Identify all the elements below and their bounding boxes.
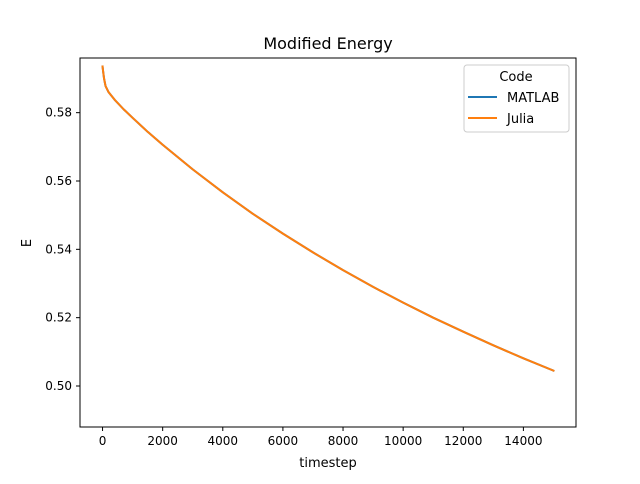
axes-frame (79, 57, 577, 428)
legend-label-julia: Julia (506, 112, 534, 127)
y-tick-label: 0.56 (45, 174, 72, 188)
y-axis-label: E (20, 239, 35, 247)
legend-label-matlab: MATLAB (507, 91, 559, 106)
x-tick-label: 12000 (444, 434, 482, 448)
legend-title: Code (499, 70, 532, 85)
series-group (101, 65, 555, 372)
plot-area (79, 57, 577, 428)
y-tick-label: 0.52 (45, 311, 72, 325)
legend-box (463, 64, 570, 133)
series-line-julia (101, 65, 555, 372)
x-tick-label: 10000 (384, 434, 422, 448)
x-tick-label: 8000 (328, 434, 359, 448)
legend: Code MATLAB Julia (463, 64, 570, 133)
y-tick-label: 0.50 (45, 379, 72, 393)
x-tick-label: 6000 (268, 434, 299, 448)
x-tick-label: 14000 (504, 434, 542, 448)
chart-title: Modified Energy (263, 34, 392, 53)
y-axis-ticks: 0.50 0.52 0.54 0.56 0.58 (45, 106, 80, 393)
y-tick-label: 0.54 (45, 242, 72, 256)
x-axis-ticks: 0 2000 4000 6000 8000 10000 12000 14000 (99, 427, 542, 448)
x-tick-label: 2000 (147, 434, 178, 448)
x-tick-label: 0 (99, 434, 107, 448)
x-tick-label: 4000 (208, 434, 239, 448)
x-axis-label: timestep (299, 456, 357, 471)
y-tick-label: 0.58 (45, 106, 72, 120)
